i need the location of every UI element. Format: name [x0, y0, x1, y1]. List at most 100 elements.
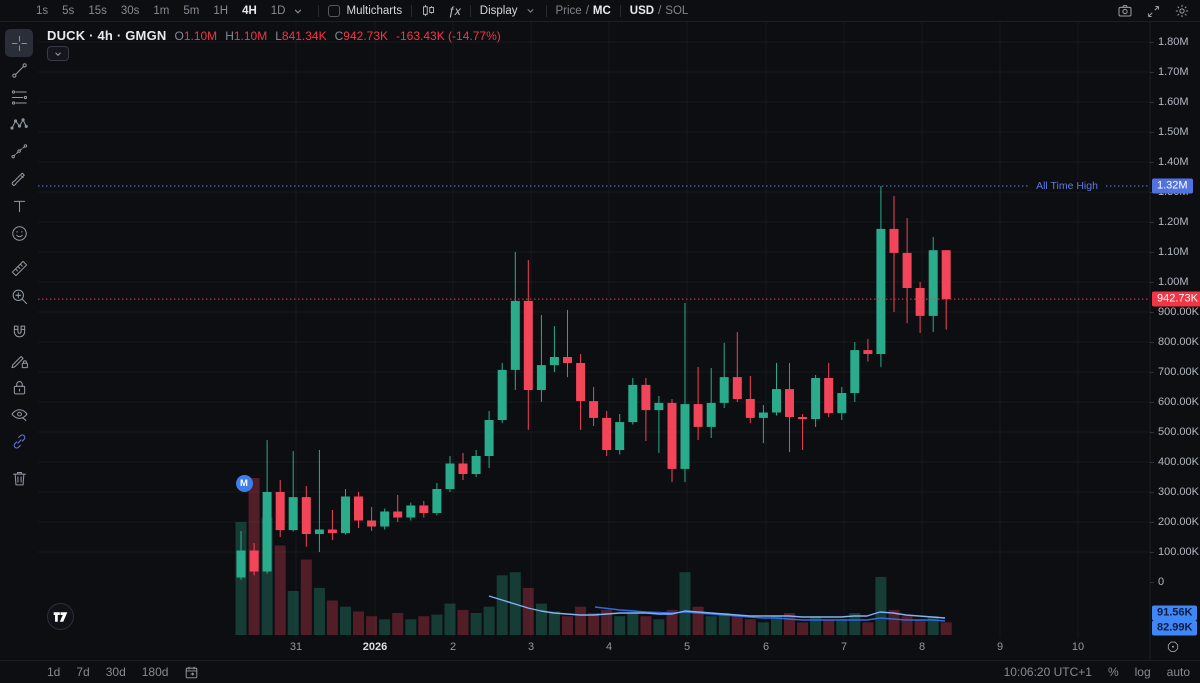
- candle: [693, 366, 703, 441]
- volume-bar: [431, 614, 443, 635]
- camera-icon[interactable]: [1117, 3, 1133, 19]
- candle: [941, 250, 951, 330]
- candle: [837, 387, 847, 420]
- ruler-icon[interactable]: [5, 254, 33, 282]
- price-option[interactable]: Price: [555, 4, 582, 17]
- range-button-180d[interactable]: 180d: [141, 665, 169, 679]
- timeframe-button-1h[interactable]: 1H: [213, 4, 229, 17]
- divider: [411, 4, 413, 17]
- candle: [915, 282, 925, 333]
- candle: [484, 411, 494, 468]
- volume-bar: [444, 603, 456, 635]
- volume-bar: [522, 587, 534, 635]
- volume-bar: [366, 616, 378, 635]
- clock[interactable]: 10:06:20 UTC+1: [1003, 665, 1092, 679]
- timeframe-button-5m[interactable]: 5m: [183, 4, 200, 17]
- volume-bar: [731, 616, 743, 635]
- link-icon[interactable]: [5, 427, 33, 455]
- pencil-lock-icon[interactable]: [5, 346, 33, 374]
- range-button-30d[interactable]: 30d: [105, 665, 126, 679]
- candle: [732, 332, 742, 402]
- range-button-1d[interactable]: 1d: [47, 665, 61, 679]
- settings-gear-icon[interactable]: [1174, 3, 1190, 19]
- symbol-title: DUCK · 4h · GMGN: [47, 28, 167, 43]
- fullscreen-icon[interactable]: [1146, 4, 1161, 19]
- text-icon[interactable]: [5, 192, 33, 220]
- close-label: C: [334, 29, 344, 43]
- candle: [628, 378, 638, 425]
- candle: [863, 339, 873, 362]
- candle: [928, 237, 938, 333]
- emoji-icon[interactable]: [5, 219, 33, 247]
- zoom-in-icon[interactable]: [5, 282, 33, 310]
- date-range-icon[interactable]: [184, 665, 199, 680]
- trend-line-icon[interactable]: [5, 56, 33, 84]
- timeframe-button-5s[interactable]: 5s: [62, 4, 75, 17]
- candle-style-icon[interactable]: [421, 3, 436, 18]
- brush-icon[interactable]: [5, 165, 33, 193]
- candle: [275, 480, 285, 537]
- multicharts-checkbox[interactable]: [328, 4, 341, 17]
- timeframe-button-15s[interactable]: 15s: [88, 4, 107, 17]
- percent-scale-button[interactable]: %: [1107, 665, 1119, 679]
- volume-bar: [496, 575, 508, 635]
- open-label: O: [174, 29, 184, 43]
- candle: [667, 399, 677, 483]
- drawing-toolbar: [0, 22, 38, 660]
- timeframe-chevron-down-icon[interactable]: [291, 4, 305, 18]
- display-menu[interactable]: Display: [480, 4, 537, 17]
- topbar-right-icons: [1117, 0, 1190, 22]
- timeframe-button-1s[interactable]: 1s: [36, 4, 49, 17]
- usd-option[interactable]: USD: [629, 4, 655, 17]
- candle: [850, 342, 860, 402]
- log-scale-button[interactable]: log: [1134, 665, 1151, 679]
- lock-icon[interactable]: [5, 373, 33, 401]
- legend-collapse-button[interactable]: [47, 46, 69, 61]
- price-mc-toggle[interactable]: Price / MC: [556, 5, 611, 17]
- tradingview-logo[interactable]: [47, 603, 74, 630]
- volume-bar: [640, 616, 652, 635]
- candle: [471, 450, 481, 477]
- candle: [536, 315, 546, 402]
- candle: [458, 453, 468, 480]
- timeframe-button-30s[interactable]: 30s: [120, 4, 140, 17]
- xabcd-pattern-icon[interactable]: [5, 110, 33, 138]
- sol-option[interactable]: SOL: [665, 4, 689, 17]
- volume-bar: [836, 619, 848, 635]
- usd-sol-toggle[interactable]: USD / SOL: [630, 5, 689, 17]
- volume-bar: [326, 600, 338, 635]
- trash-icon[interactable]: [5, 464, 33, 492]
- eye-icon[interactable]: [5, 400, 33, 428]
- auto-scale-button[interactable]: auto: [1166, 665, 1190, 679]
- scale-settings-icon[interactable]: [1166, 640, 1180, 657]
- low-value: 841.34K: [281, 29, 327, 43]
- candle: [301, 486, 311, 547]
- gridlines: [38, 22, 1150, 638]
- candle: [615, 414, 625, 455]
- timeframe-button-4h[interactable]: 4H: [242, 4, 257, 17]
- candle: [249, 543, 259, 576]
- timeframe-button-1d[interactable]: 1D: [270, 4, 286, 17]
- range-button-7d[interactable]: 7d: [76, 665, 90, 679]
- candle: [510, 252, 520, 390]
- mc-option[interactable]: MC: [592, 4, 611, 17]
- volume-bar: [810, 616, 822, 635]
- candle: [236, 531, 246, 580]
- candle: [719, 342, 729, 408]
- forecast-icon[interactable]: [5, 137, 33, 165]
- volume-bar: [849, 613, 861, 635]
- indicators-fx-icon[interactable]: ƒx: [448, 3, 461, 18]
- volume-bar: [353, 611, 364, 636]
- crosshair-icon[interactable]: [5, 29, 33, 57]
- volume-bar: [692, 606, 704, 635]
- close-value: 942.73K: [343, 29, 389, 43]
- multicharts-toggle[interactable]: Multicharts: [328, 4, 402, 17]
- candle: [288, 450, 298, 532]
- fib-lines-icon[interactable]: [5, 83, 33, 111]
- candle: [327, 510, 337, 540]
- timeframe-button-1m[interactable]: 1m: [153, 4, 170, 17]
- volume-bar: [705, 616, 717, 635]
- candle: [772, 363, 781, 416]
- magnet-icon[interactable]: [5, 318, 33, 346]
